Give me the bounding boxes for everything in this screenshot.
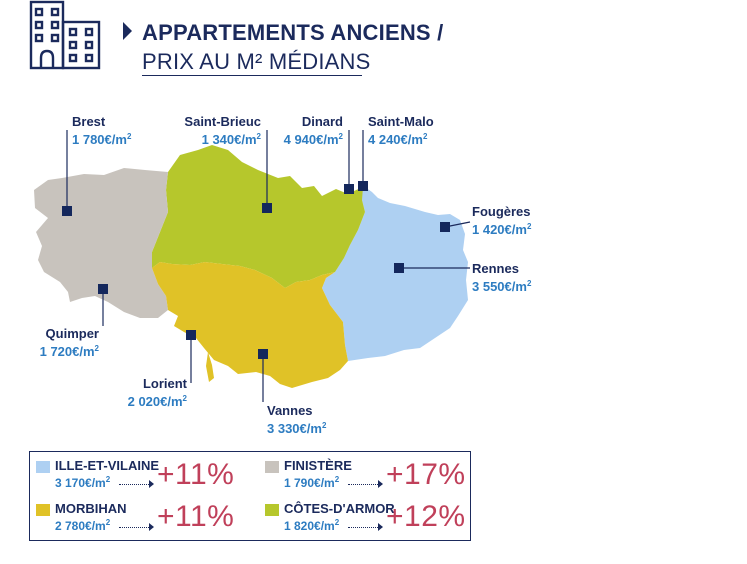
- city-label-saint-brieuc: Saint-Brieuc 1 340€/m2: [184, 114, 261, 147]
- city-markers: [62, 181, 450, 359]
- marker-dinard: [344, 184, 354, 194]
- city-label-quimper: Quimper 1 720€/m2: [40, 326, 99, 359]
- legend-box: ILLE-ET-VILAINE 3 170€/m2 +11% FINISTÈRE…: [29, 451, 471, 541]
- region-cotes-darmor: [152, 145, 365, 288]
- legend-name: MORBIHAN: [55, 501, 127, 516]
- brittany-map: [34, 130, 471, 402]
- city-name: Quimper: [45, 326, 99, 341]
- city-name: Brest: [72, 114, 106, 129]
- region-finistere: [34, 168, 168, 318]
- city-label-vannes: Vannes 3 330€/m2: [267, 403, 326, 436]
- city-price: 1 420€/m2: [472, 222, 532, 237]
- title-underline: [142, 75, 362, 76]
- marker-brest: [62, 206, 72, 216]
- legend-name: FINISTÈRE: [284, 458, 352, 473]
- city-name: Fougères: [472, 204, 531, 219]
- legend-change: +12%: [386, 500, 466, 533]
- city-name: Saint-Brieuc: [184, 114, 261, 129]
- legend-change: +11%: [157, 500, 235, 533]
- city-price: 4 940€/m2: [283, 132, 343, 147]
- legend-swatch: [265, 504, 279, 516]
- city-price: 3 550€/m2: [472, 279, 532, 294]
- marker-rennes: [394, 263, 404, 273]
- legend-change: +11%: [157, 458, 235, 491]
- legend-price: 3 170€/m2: [55, 475, 111, 490]
- city-price: 1 340€/m2: [201, 132, 261, 147]
- legend-name: ILLE-ET-VILAINE: [55, 458, 159, 473]
- marker-saint-brieuc: [262, 203, 272, 213]
- city-name: Vannes: [267, 403, 313, 418]
- city-price: 1 720€/m2: [39, 344, 99, 359]
- legend-swatch: [36, 504, 50, 516]
- city-name: Dinard: [301, 114, 343, 129]
- legend-arrow: [348, 523, 383, 531]
- legend-arrow: [119, 480, 154, 488]
- city-price: 3 330€/m2: [267, 421, 327, 436]
- city-label-dinard: Dinard 4 940€/m2: [284, 114, 343, 147]
- marker-lorient: [186, 330, 196, 340]
- title-line-2: PRIX AU M² MÉDIANS: [142, 49, 371, 74]
- city-name: Lorient: [142, 376, 187, 391]
- legend-price: 1 790€/m2: [284, 475, 340, 490]
- legend-change: +17%: [386, 458, 466, 491]
- marker-fougeres: [440, 222, 450, 232]
- legend-arrow: [348, 480, 383, 488]
- city-price: 4 240€/m2: [368, 132, 428, 147]
- callout-lines: [66, 130, 471, 402]
- marker-saint-malo: [358, 181, 368, 191]
- legend-swatch: [265, 461, 279, 473]
- legend-price: 1 820€/m2: [284, 518, 340, 533]
- marker-quimper: [98, 284, 108, 294]
- region-morbihan-peninsula: [206, 352, 214, 382]
- region-morbihan: [152, 262, 348, 388]
- city-price: 2 020€/m2: [127, 394, 187, 409]
- title-line-1: APPARTEMENTS ANCIENS /: [142, 20, 444, 45]
- city-label-rennes: Rennes 3 550€/m2: [472, 261, 531, 294]
- legend-price: 2 780€/m2: [55, 518, 111, 533]
- city-price: 1 780€/m2: [72, 132, 132, 147]
- city-name: Rennes: [472, 261, 519, 276]
- city-label-lorient: Lorient 2 020€/m2: [128, 376, 187, 409]
- city-label-brest: Brest 1 780€/m2: [72, 114, 131, 147]
- legend-name: CÔTES-D'ARMOR: [284, 501, 395, 516]
- legend-arrow: [119, 523, 154, 531]
- marker-vannes: [258, 349, 268, 359]
- building-icon: [29, 0, 101, 70]
- city-label-saint-malo: Saint-Malo 4 240€/m2: [368, 114, 434, 147]
- city-label-fougeres: Fougères 1 420€/m2: [472, 204, 531, 237]
- city-name: Saint-Malo: [368, 114, 434, 129]
- title-arrow-icon: [123, 22, 132, 40]
- legend-swatch: [36, 461, 50, 473]
